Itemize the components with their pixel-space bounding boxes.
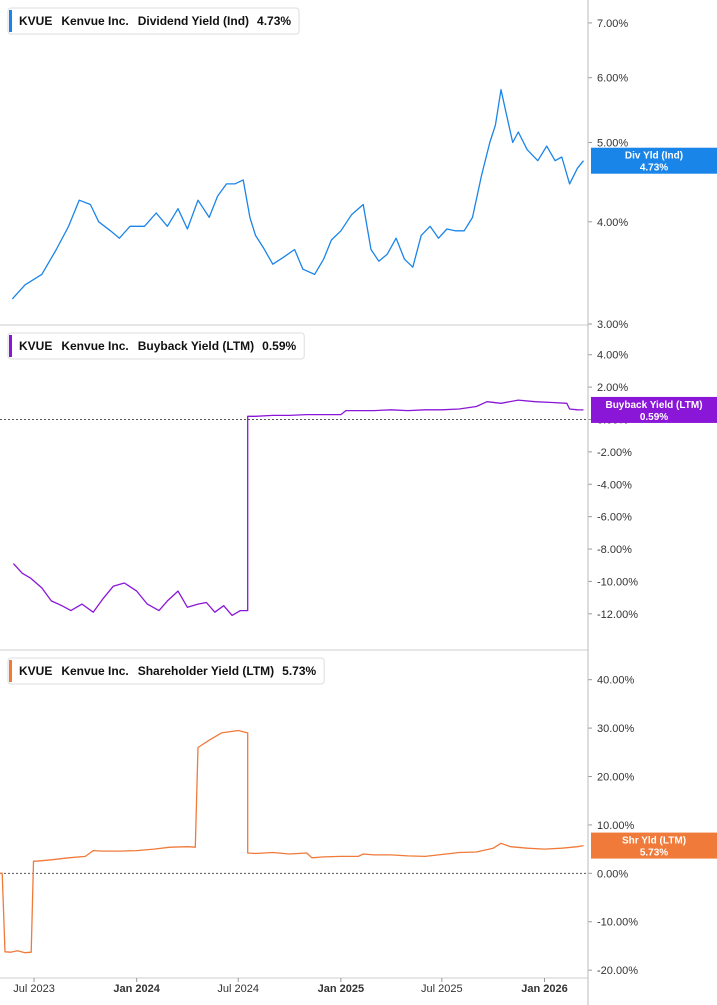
- legend-company: Kenvue Inc.: [61, 14, 128, 28]
- y-tick-label: 20.00%: [597, 772, 635, 784]
- x-tick-label: Jul 2023: [13, 983, 55, 995]
- series-line: [0, 729, 584, 954]
- y-tick-label: 4.00%: [597, 217, 628, 229]
- y-tick-label: -10.00%: [597, 576, 638, 588]
- series-line: [12, 399, 584, 617]
- y-tick-label: 10.00%: [597, 820, 635, 832]
- y-tick-label: -12.00%: [597, 609, 638, 621]
- legend-color-swatch: [9, 660, 12, 682]
- legend-company: Kenvue Inc.: [61, 339, 128, 353]
- last-value-tag-value: 0.59%: [640, 412, 668, 423]
- legend-metric: Buyback Yield (LTM): [138, 339, 254, 353]
- legend-value: 5.73%: [282, 664, 316, 678]
- y-tick-label: -10.00%: [597, 917, 638, 929]
- x-tick-label: Jan 2024: [113, 983, 160, 995]
- y-tick-label: -4.00%: [597, 479, 632, 491]
- legend-ticker: KVUE: [19, 339, 52, 353]
- x-tick-label: Jan 2026: [521, 983, 567, 995]
- y-tick-label: -6.00%: [597, 512, 632, 524]
- x-tick-label: Jul 2025: [421, 983, 463, 995]
- y-tick-label: 6.00%: [597, 73, 628, 85]
- y-tick-label: -8.00%: [597, 544, 632, 556]
- y-tick-label: 3.00%: [597, 319, 628, 331]
- last-value-tag-label: Div Yld (Ind): [625, 151, 683, 162]
- legend-ticker: KVUE: [19, 14, 52, 28]
- legend-box: [7, 7, 300, 35]
- last-value-tag-box: [591, 147, 717, 174]
- chart-pane-3: 40.00% 30.00% 20.00% 10.00% 0.00% -10.00% -20.…: [0, 649, 717, 977]
- legend-box: [7, 657, 325, 685]
- x-tick-label: Jul 2024: [217, 983, 259, 995]
- legend-metric: Shareholder Yield (LTM): [138, 664, 274, 678]
- y-tick-label: -20.00%: [597, 965, 638, 977]
- y-tick-label: 5.00%: [597, 137, 628, 149]
- legend-box: [7, 332, 305, 360]
- legend-metric: Dividend Yield (Ind): [138, 14, 249, 28]
- x-axis: Jul 2023 Jan 2024 Jul 2024 Jan 2025 Jul 2025…: [0, 977, 588, 995]
- last-value-tag-box: [591, 396, 717, 423]
- legend: KVUE Kenvue Inc. Buyback Yield (LTM) 0.59%: [7, 332, 305, 360]
- legend-value: 0.59%: [262, 339, 296, 353]
- last-value-tag-value: 5.73%: [640, 848, 668, 859]
- y-tick-label: 40.00%: [597, 675, 635, 687]
- last-value-tag: Buyback Yield (LTM)0.59%: [591, 396, 717, 423]
- y-tick-label: 4.00%: [597, 350, 628, 362]
- chart-pane-2: 4.00%2.00%0.00%-2.00%-4.00%-6.00%-8.00%-…: [0, 324, 717, 621]
- legend-value: 4.73%: [257, 14, 291, 28]
- y-tick-label: -2.00%: [597, 447, 632, 459]
- chart-pane-1: 7.00%6.00%5.00%4.00%3.00%Div Yld (Ind)4.…: [7, 7, 717, 331]
- legend-ticker: KVUE: [19, 664, 52, 678]
- last-value-tag: Div Yld (Ind)4.73%: [591, 147, 717, 174]
- last-value-tag-box: [591, 832, 717, 859]
- last-value-tag: Shr Yld (LTM)5.73%: [591, 832, 717, 859]
- legend-color-swatch: [9, 10, 12, 32]
- y-tick-label: 7.00%: [597, 18, 628, 30]
- legend: KVUE Kenvue Inc. Dividend Yield (Ind) 4.73%: [7, 7, 300, 35]
- last-value-tag-label: Shr Yld (LTM): [622, 836, 686, 847]
- legend-company: Kenvue Inc.: [61, 664, 128, 678]
- last-value-tag-value: 4.73%: [640, 163, 668, 174]
- legend-color-swatch: [9, 335, 12, 357]
- y-tick-label: 30.00%: [597, 723, 635, 735]
- legend: KVUE Kenvue Inc. Shareholder Yield (LTM) 5.…: [7, 657, 325, 685]
- series-line: [11, 89, 585, 300]
- x-tick-label: Jan 2025: [318, 983, 364, 995]
- last-value-tag-label: Buyback Yield (LTM): [605, 400, 702, 411]
- y-tick-label: 2.00%: [597, 382, 628, 394]
- y-tick-label: 0.00%: [597, 868, 628, 880]
